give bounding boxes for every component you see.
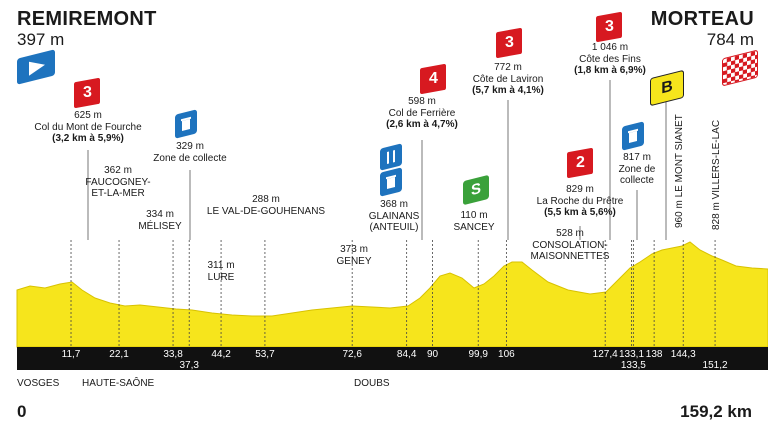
- start-town: REMIREMONT: [17, 8, 157, 30]
- region-label: VOSGES: [17, 378, 60, 389]
- sprint-letter: S: [470, 179, 481, 200]
- town-name-cont: MAISONNETTES: [530, 251, 610, 262]
- feed-zone-name-cont: collecte: [620, 175, 654, 186]
- elevation-profile: [16, 241, 768, 348]
- finish-altitude: 784 m: [706, 30, 754, 49]
- vertical-label-villers: 828 m VILLERS-LE-LAC: [711, 119, 722, 230]
- feed-zone-label-1: 329 m Zone de collecte: [153, 141, 226, 164]
- altitude: 368 m: [380, 199, 408, 210]
- climb-name: Côte de Laviron: [472, 73, 544, 85]
- climb-name: La Roche du Prêtre: [536, 195, 624, 207]
- km-label: 11,7: [61, 349, 81, 360]
- altitude: 1 046 m: [591, 42, 629, 53]
- altitude: 817 m: [623, 152, 651, 163]
- town-label-lure: 311 m LURE: [207, 260, 234, 283]
- climb-category-badge: 3: [496, 27, 522, 59]
- town-name: SANCEY: [453, 221, 495, 233]
- altitude: 829 m: [566, 184, 594, 195]
- feed-zone-name: Zone de collecte: [153, 152, 227, 164]
- km-label: 138: [645, 349, 663, 360]
- km-label: 37,3: [179, 360, 199, 371]
- feed-zone-icon: [622, 121, 644, 151]
- km-label: 84,4: [396, 349, 417, 360]
- climb-label-fins: 1 046 m Côte des Fins (1,8 km à 6,9%): [574, 42, 646, 77]
- climb-label-fourche: 625 m Col du Mont de Fourche (3,2 km à 5…: [34, 110, 141, 145]
- finish-distance: 159,2 km: [680, 402, 752, 421]
- region-label: DOUBS: [354, 378, 390, 389]
- climb-label-ferriere: 598 m Col de Ferrière (2,6 km à 4,7%): [386, 96, 458, 131]
- finish-town: MORTEAU: [650, 8, 754, 30]
- town-label-glainans: 368 m GLAINANS (ANTEUIL): [369, 199, 420, 234]
- climb-detail: (1,8 km à 6,9%): [574, 65, 646, 76]
- altitude: 373 m: [340, 244, 368, 255]
- distance-band: [17, 347, 768, 370]
- km-label: 106: [498, 349, 515, 360]
- altitude: 334 m: [146, 209, 174, 220]
- km-label: 151,2: [702, 360, 728, 371]
- km-label: 144,3: [670, 349, 696, 360]
- region-label: HAUTE-SAÔNE: [82, 378, 155, 389]
- climb-detail: (5,5 km à 5,6%): [544, 207, 616, 218]
- town-label-geney: 373 m GENEY: [336, 244, 371, 267]
- town-label-consolation: 528 m CONSOLATION- MAISONNETTES: [531, 228, 610, 263]
- feed-zone-icon: [175, 109, 197, 139]
- climb-label-laviron: 772 m Côte de Laviron (5,7 km à 4,1%): [472, 62, 544, 97]
- climb-detail: (3,2 km à 5,9%): [52, 133, 124, 144]
- feed-zone-icon: [380, 167, 402, 197]
- town-name: LURE: [207, 271, 235, 283]
- km-label: 44,2: [211, 349, 231, 360]
- climb-detail: (2,6 km à 4,7%): [386, 119, 458, 130]
- town-name: CONSOLATION-: [532, 239, 608, 251]
- climb-name: Col de Ferrière: [388, 107, 456, 119]
- climb-label-pretre: 829 m La Roche du Prêtre (5,5 km à 5,6%): [537, 184, 624, 219]
- altitude: 329 m: [176, 141, 204, 152]
- feed-zone-label-2: 817 m Zone de collecte: [619, 152, 656, 187]
- town-name: FAUCOGNEY-: [85, 176, 151, 188]
- altitude: 625 m: [74, 110, 102, 121]
- km-label: 22,1: [109, 349, 129, 360]
- km-label: 53,7: [255, 349, 275, 360]
- km-label: 133,1: [618, 349, 645, 360]
- altitude: 362 m: [104, 165, 132, 176]
- km-label: 127,4: [592, 349, 618, 360]
- climb-category-badge: 3: [74, 77, 100, 109]
- altitude: 288 m: [252, 194, 280, 205]
- altitude: 772 m: [494, 62, 522, 73]
- bonus-letter: B: [661, 77, 673, 98]
- town-label-faucogney: 362 m FAUCOGNEY- ET-LA-MER: [85, 165, 150, 200]
- climb-category-badge: 2: [567, 147, 593, 179]
- start-flag-icon: [17, 49, 55, 85]
- town-label-sancey: 110 m SANCEY: [453, 210, 494, 233]
- town-label-melisey: 334 m MÉLISEY: [138, 209, 181, 232]
- town-name-cont: ET-LA-MER: [91, 188, 145, 199]
- feed-zone-name: Zone de: [618, 163, 656, 175]
- altitude: 311 m: [207, 260, 235, 271]
- km-label: 99,9: [468, 349, 488, 360]
- vertical-label-sianet: 960 m LE MONT SIANET: [674, 114, 685, 228]
- altitude: 528 m: [556, 228, 584, 239]
- town-name: MÉLISEY: [138, 220, 182, 232]
- town-label-gouhenans: 288 m LE VAL-DE-GOUHENANS: [207, 194, 325, 217]
- climb-category-badge: 4: [420, 63, 446, 95]
- start-altitude: 397 m: [17, 30, 65, 49]
- start-distance: 0: [17, 402, 27, 421]
- climb-category-badge: 3: [596, 11, 622, 43]
- climb-detail: (5,7 km à 4,1%): [472, 85, 544, 96]
- km-label: 33,8: [163, 349, 183, 360]
- km-label: 133,5: [620, 360, 646, 371]
- feed-zone-icon: [380, 143, 402, 171]
- climb-name: Côte des Fins: [579, 53, 641, 65]
- altitude: 110 m: [460, 210, 488, 221]
- town-name: GLAINANS: [368, 210, 420, 222]
- town-name-cont: (ANTEUIL): [369, 222, 419, 233]
- km-label: 72,6: [342, 349, 362, 360]
- altitude: 598 m: [408, 96, 436, 107]
- town-name: LE VAL-DE-GOUHENANS: [206, 205, 326, 217]
- town-name: GENEY: [336, 255, 372, 267]
- climb-name: Col du Mont de Fourche: [34, 121, 142, 133]
- km-label: 90: [426, 349, 439, 360]
